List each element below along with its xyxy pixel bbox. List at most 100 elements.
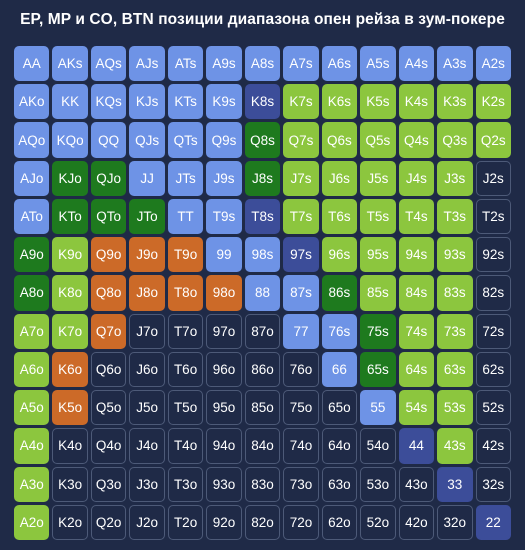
hand-cell-q5s: Q5s xyxy=(360,122,396,158)
hand-cell-87s: 87s xyxy=(283,275,319,311)
hand-cell-97s: 97s xyxy=(283,237,319,273)
hand-cell-62s: 62s xyxy=(475,351,511,388)
hand-cell-t2o: T2o xyxy=(167,504,204,540)
hand-cell-72s: 72s xyxy=(475,313,511,349)
hand-cell-83s: 83s xyxy=(437,275,473,311)
hand-cell-74s: 74s xyxy=(398,313,435,349)
hand-cell-97o: 97o xyxy=(206,313,242,349)
hand-cell-q2s: Q2s xyxy=(475,122,511,158)
hand-cell-95s: 95s xyxy=(360,237,396,273)
hand-cell-j3s: J3s xyxy=(437,160,473,196)
hand-cell-52s: 52s xyxy=(475,390,511,426)
hand-cell-76o: 76o xyxy=(283,351,319,388)
hand-cell-q7o: Q7o xyxy=(90,313,127,349)
hand-cell-j2o: J2o xyxy=(129,504,165,540)
hand-cell-53s: 53s xyxy=(437,390,473,426)
hand-cell-a2s: A2s xyxy=(475,46,511,82)
hand-cell-75s: 75s xyxy=(360,313,396,349)
hand-cell-a7s: A7s xyxy=(283,46,319,82)
hand-cell-qjo: QJo xyxy=(90,160,127,196)
hand-cell-ako: AKo xyxy=(14,84,50,120)
hand-cell-j4o: J4o xyxy=(129,428,165,464)
hand-cell-a2o: A2o xyxy=(14,504,50,540)
hand-cell-64o: 64o xyxy=(321,428,358,464)
hand-cell-j4s: J4s xyxy=(398,160,435,196)
hand-cell-j9s: J9s xyxy=(206,160,242,196)
hand-cell-k3o: K3o xyxy=(52,466,88,502)
hand-cell-j6o: J6o xyxy=(129,351,165,388)
hand-cell-k4s: K4s xyxy=(398,84,435,120)
page-title: EP, MP и CO, BTN позиции диапазона опен … xyxy=(20,11,505,28)
hand-cell-kqs: KQs xyxy=(90,84,127,120)
hand-cell-kk: KK xyxy=(52,84,88,120)
hand-cell-j7o: J7o xyxy=(129,313,165,349)
hand-cell-kjo: KJo xyxy=(52,160,88,196)
hand-cell-a8s: A8s xyxy=(244,46,281,82)
hand-cell-j9o: J9o xyxy=(129,237,165,273)
hand-cell-75o: 75o xyxy=(283,390,319,426)
hand-cell-jts: JTs xyxy=(167,160,204,196)
hand-cell-q6s: Q6s xyxy=(321,122,358,158)
hand-cell-42o: 42o xyxy=(398,504,435,540)
hand-cell-98o: 98o xyxy=(206,275,242,311)
hand-cell-a5o: A5o xyxy=(14,390,50,426)
hand-cell-k7o: K7o xyxy=(52,313,88,349)
hand-cell-65o: 65o xyxy=(321,390,358,426)
hand-cell-t6s: T6s xyxy=(321,198,358,235)
hand-cell-a6s: A6s xyxy=(321,46,358,82)
hand-cell-93o: 93o xyxy=(206,466,242,502)
hand-cell-55: 55 xyxy=(360,390,396,426)
hand-cell-ats: ATs xyxy=(167,46,204,82)
hand-cell-ajo: AJo xyxy=(14,160,50,196)
hand-cell-j7s: J7s xyxy=(283,160,319,196)
hand-cell-q8s: Q8s xyxy=(244,122,281,158)
hand-cell-aa: AA xyxy=(14,46,50,82)
hand-cell-qq: QQ xyxy=(90,122,127,158)
hand-cell-52o: 52o xyxy=(360,504,396,540)
hand-cell-32s: 32s xyxy=(475,466,511,502)
hand-cell-k2s: K2s xyxy=(475,84,511,120)
hand-cell-t5o: T5o xyxy=(167,390,204,426)
hand-cell-83o: 83o xyxy=(244,466,281,502)
hand-cell-73s: 73s xyxy=(437,313,473,349)
hand-cell-a3s: A3s xyxy=(437,46,473,82)
hand-cell-q4s: Q4s xyxy=(398,122,435,158)
hand-cell-66: 66 xyxy=(321,351,358,388)
hand-cell-a4s: A4s xyxy=(398,46,435,82)
hand-cell-t7o: T7o xyxy=(167,313,204,349)
hand-cell-62o: 62o xyxy=(321,504,358,540)
hand-cell-aqo: AQo xyxy=(14,122,50,158)
hand-cell-kts: KTs xyxy=(167,84,204,120)
hand-cell-43s: 43s xyxy=(437,428,473,464)
hand-cell-k6s: K6s xyxy=(321,84,358,120)
hand-cell-63s: 63s xyxy=(437,351,473,388)
hand-cell-85o: 85o xyxy=(244,390,281,426)
hand-cell-t3s: T3s xyxy=(437,198,473,235)
hand-cell-42s: 42s xyxy=(475,428,511,464)
hand-cell-k9o: K9o xyxy=(52,237,88,273)
hand-cell-a8o: A8o xyxy=(14,275,50,311)
hand-cell-q8o: Q8o xyxy=(90,275,127,311)
hand-cell-t8o: T8o xyxy=(167,275,204,311)
hand-cell-82s: 82s xyxy=(475,275,511,311)
hand-cell-tt: TT xyxy=(167,198,204,235)
hand-cell-t3o: T3o xyxy=(167,466,204,502)
hand-cell-32o: 32o xyxy=(437,504,473,540)
hand-cell-98s: 98s xyxy=(244,237,281,273)
hand-cell-k8s: K8s xyxy=(244,84,281,120)
hand-cell-96s: 96s xyxy=(321,237,358,273)
hand-cell-22: 22 xyxy=(475,504,511,540)
hand-cell-65s: 65s xyxy=(360,351,396,388)
hand-cell-qts: QTs xyxy=(167,122,204,158)
hand-cell-jj: JJ xyxy=(129,160,165,196)
hand-cell-t2s: T2s xyxy=(475,198,511,235)
hand-cell-k6o: K6o xyxy=(52,351,88,388)
hand-cell-a5s: A5s xyxy=(360,46,396,82)
hand-cell-93s: 93s xyxy=(437,237,473,273)
hand-cell-q2o: Q2o xyxy=(90,504,127,540)
hand-cell-aks: AKs xyxy=(52,46,88,82)
hand-cell-96o: 96o xyxy=(206,351,242,388)
hand-cell-t9s: T9s xyxy=(206,198,242,235)
hand-cell-44: 44 xyxy=(398,428,435,464)
hand-cell-43o: 43o xyxy=(398,466,435,502)
